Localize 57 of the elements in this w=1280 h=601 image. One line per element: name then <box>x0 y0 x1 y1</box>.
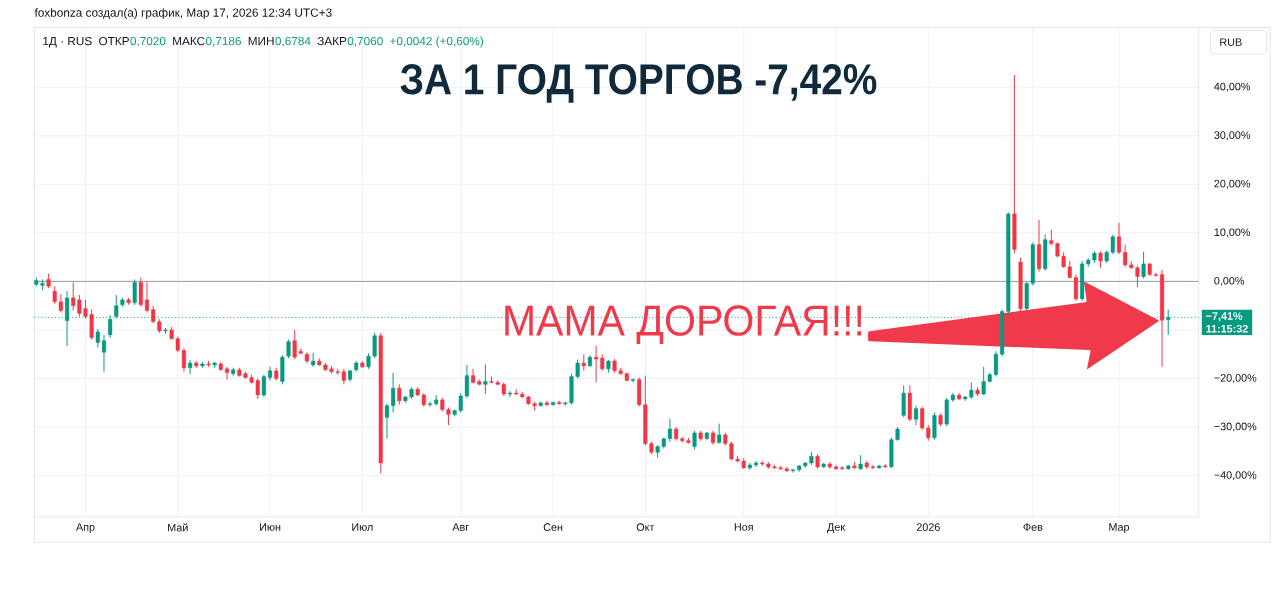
x-tick-label: Июл <box>352 523 373 531</box>
candlestick <box>901 384 906 418</box>
candlestick <box>1116 222 1122 255</box>
y-tick-label: 30,00% <box>1214 131 1251 141</box>
annotation: МАМА ДОРОГАЯ!!! <box>505 305 862 344</box>
candlestick <box>507 390 513 398</box>
annotation: МИН <box>248 36 274 45</box>
x-tick-label: Сен <box>543 523 563 531</box>
y-tick-label: −30,00% <box>1214 422 1257 432</box>
annotation: 0,7020 <box>130 36 166 47</box>
candlestick <box>391 372 396 413</box>
y-tick-label: −40,00% <box>1214 471 1257 480</box>
candlestick <box>188 359 193 375</box>
candlestick <box>286 339 291 359</box>
annotation: 0,6784 <box>275 36 311 47</box>
candlestick <box>1141 251 1146 279</box>
y-tick-label: −20,00% <box>1214 373 1257 383</box>
annotation: 0,7186 <box>205 36 241 47</box>
candlestick <box>717 423 722 444</box>
x-tick-label: Ноя <box>734 523 753 531</box>
x-tick-label: Мар <box>1109 523 1130 533</box>
candlestick <box>692 430 697 450</box>
candlestick <box>311 352 316 368</box>
x-tick-label: Дек <box>827 523 846 533</box>
candlestick <box>483 363 488 395</box>
annotation: +0,0042 (+0,60%) <box>390 36 483 48</box>
candlestick <box>384 403 389 440</box>
x-tick-label: Окт <box>636 523 655 531</box>
x-tick-label: Июн <box>260 523 281 531</box>
candlestick <box>913 405 919 426</box>
text: RUB <box>1220 38 1242 46</box>
x-tick-label: Апр <box>76 523 95 533</box>
y-tick-label: 20,00% <box>1214 179 1251 189</box>
x-tick-label: 2026 <box>916 523 940 531</box>
candlestick <box>397 383 402 406</box>
candlestick <box>224 366 230 380</box>
x-tick-label: Май <box>168 523 188 532</box>
annotation: ЗАКР <box>317 36 347 46</box>
y-tick-label: 0,00% <box>1214 276 1245 286</box>
candlestick <box>138 276 143 308</box>
ref-line-label: −7,41% <box>1206 312 1243 322</box>
candlestick <box>932 411 937 441</box>
text: 11:15:32 <box>1206 324 1248 333</box>
y-tick-label: 10,00% <box>1214 228 1251 238</box>
candlestick <box>65 290 70 347</box>
x-tick-label: Авг <box>452 523 469 531</box>
y-tick-label: 40,00% <box>1214 82 1251 92</box>
text: ЗА 1 ГОД ТОРГОВ -7,42% <box>400 63 877 103</box>
candlestick <box>261 374 266 398</box>
annotation: ОТКР <box>99 36 129 46</box>
annotation: 1Д · RUS <box>43 36 92 48</box>
x-tick-label: Фев <box>1023 523 1043 531</box>
candlestick <box>132 278 137 306</box>
annotation: 0,7060 <box>347 36 383 47</box>
candlestick <box>790 468 795 474</box>
text: foxbonza создал(а) график, Мар 17, 2026 12:34 UTC+3 <box>34 8 332 19</box>
annotation: МАКС <box>173 36 205 46</box>
